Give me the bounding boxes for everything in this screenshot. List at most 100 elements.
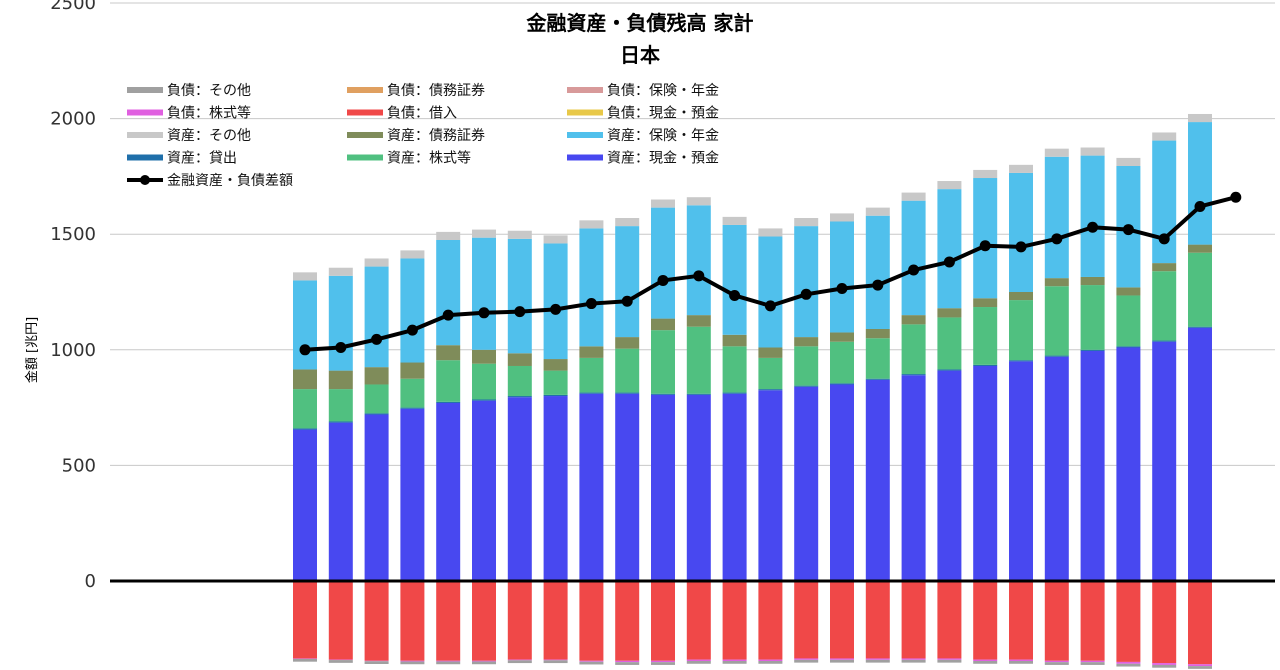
bar-segment-asset_cash — [1116, 347, 1141, 581]
bar-segment-liab_loan — [472, 581, 496, 661]
bar-segment-liab_other — [1080, 662, 1105, 665]
net-point — [621, 295, 633, 307]
bar-segment-asset_stock — [865, 338, 890, 379]
bar-segment-liab_stock — [543, 659, 568, 661]
bar-segment-asset_loan — [1188, 326, 1212, 328]
bar-segment-liab_stock — [1152, 663, 1177, 665]
bar-segment-asset_loan — [758, 389, 783, 391]
bar-segment-asset_loan — [830, 383, 854, 385]
bar-segment-asset_cash — [579, 393, 604, 581]
bar-segment-asset_insurance — [328, 275, 353, 371]
bar-segment-asset_insurance — [472, 237, 496, 350]
bar-segment-liab_other — [400, 661, 425, 665]
bar-segment-asset_stock — [651, 330, 675, 394]
net-point — [550, 303, 562, 315]
bar-segment-liab_other — [328, 660, 353, 663]
bar-segment-liab_other — [1009, 660, 1033, 664]
bar-segment-liab_other — [651, 662, 675, 665]
chart-subtitle: 日本 — [620, 43, 660, 67]
bar-segment-asset_loan — [400, 407, 425, 409]
bar-segment-asset_insurance — [901, 200, 926, 316]
bar-segment-liab_loan — [901, 581, 926, 659]
bar-segment-asset_cash — [472, 400, 496, 581]
legend-swatch-liab_other — [127, 87, 163, 93]
bar-segment-asset_insurance — [937, 189, 962, 309]
bar-segment-asset_stock — [328, 389, 353, 422]
legend-swatch-asset_stock — [347, 154, 383, 161]
bar-segment-asset_bond — [364, 367, 389, 385]
bar-segment-asset_bond — [579, 346, 604, 358]
bar-segment-asset_stock — [293, 389, 317, 429]
bar-segment-liab_other — [758, 660, 783, 664]
bar-segment-asset_other — [722, 216, 747, 225]
net-point — [406, 324, 418, 336]
bar-segment-asset_loan — [328, 421, 353, 423]
bar-segment-asset_cash — [937, 370, 962, 581]
bar-segment-asset_insurance — [651, 207, 675, 319]
bar-segment-asset_loan — [364, 413, 389, 415]
bar-segment-asset_insurance — [830, 221, 854, 333]
bar-segment-liab_other — [472, 661, 496, 665]
bar-segment-liab_other — [543, 660, 568, 664]
legend-swatch-liab_cash — [567, 109, 603, 116]
legend-label-liab_insurance: 負債：保険・年金 — [607, 83, 719, 99]
bar-segment-liab_loan — [436, 581, 461, 661]
net-point — [800, 288, 812, 300]
legend-swatch-asset_other — [127, 132, 163, 138]
bar-segment-asset_other — [830, 213, 854, 222]
legend-swatch-asset_cash — [567, 154, 603, 161]
bar-segment-asset_bond — [830, 332, 854, 342]
bar-segment-liab_stock — [1009, 659, 1033, 661]
bar-segment-asset_insurance — [543, 243, 568, 360]
bar-segment-liab_stock — [794, 658, 819, 660]
legend-swatch-liab_insurance — [567, 87, 603, 93]
bar-segment-liab_loan — [615, 581, 640, 661]
y-tick-label: 1000 — [50, 340, 96, 361]
bar-segment-asset_other — [436, 231, 461, 240]
net-point — [729, 289, 741, 301]
bar-segment-asset_bond — [472, 349, 496, 364]
bar-segment-asset_bond — [1152, 263, 1177, 272]
bar-segment-liab_loan — [1188, 581, 1212, 665]
bar-segment-asset_bond — [507, 353, 532, 366]
bar-segment-asset_bond — [973, 298, 998, 308]
bar-segment-asset_loan — [901, 374, 926, 376]
bar-segment-liab_loan — [328, 581, 353, 660]
bar-segment-liab_loan — [937, 581, 962, 659]
bar-segment-asset_insurance — [686, 205, 711, 316]
bar-segment-asset_cash — [901, 375, 926, 581]
bar-segment-liab_stock — [651, 660, 675, 663]
bar-segment-liab_stock — [1116, 661, 1141, 664]
bar-segment-liab_loan — [1080, 581, 1105, 661]
bar-segment-liab_stock — [973, 659, 998, 661]
bar-segment-asset_loan — [543, 394, 568, 397]
bar-segment-liab_other — [293, 658, 317, 662]
bar-segment-asset_insurance — [1188, 122, 1212, 245]
bar-segment-asset_cash — [1044, 356, 1069, 581]
net-point — [872, 279, 884, 291]
bar-segment-liab_loan — [507, 581, 532, 660]
bar-segment-liab_loan — [973, 581, 998, 660]
net-point — [1158, 233, 1170, 245]
bar-segment-asset_loan — [937, 369, 962, 371]
legend-swatch-liab_stock — [127, 109, 163, 116]
bar-segment-asset_stock — [615, 348, 640, 393]
legend-label-asset_bond: 資産：債務証券 — [387, 128, 485, 144]
bar-segment-asset_bond — [901, 315, 926, 325]
bar-segment-liab_loan — [543, 581, 568, 660]
bar-segment-liab_stock — [937, 658, 962, 660]
net-point — [1051, 233, 1063, 245]
legend-label-liab_cash: 負債：現金・預金 — [607, 106, 719, 122]
bar-segment-asset_other — [1152, 132, 1177, 141]
bar-segment-liab_loan — [364, 581, 389, 661]
y-tick-label: 2000 — [50, 109, 96, 130]
bar-segment-asset_cash — [794, 386, 819, 581]
bar-segment-asset_other — [758, 228, 783, 237]
bar-segment-asset_loan — [794, 385, 819, 387]
bar-segment-liab_stock — [615, 660, 640, 663]
bar-segment-asset_cash — [543, 396, 568, 581]
bar-segment-asset_bond — [400, 362, 425, 379]
bar-segment-asset_cash — [436, 402, 461, 581]
bar-segment-liab_loan — [830, 581, 854, 659]
bar-segment-asset_loan — [293, 428, 317, 430]
